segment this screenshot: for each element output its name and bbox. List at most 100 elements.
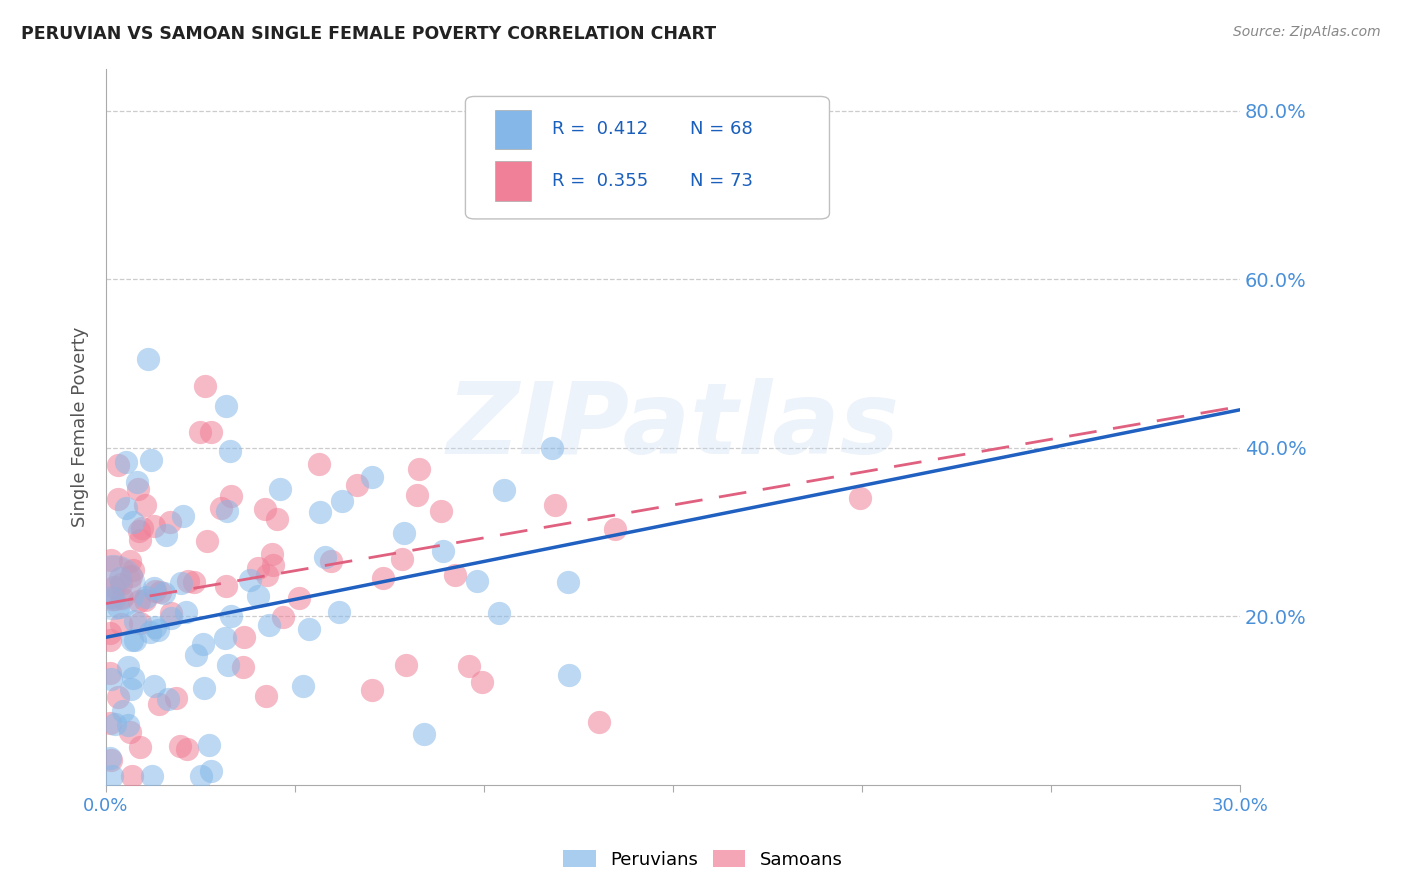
Point <box>292 679 315 693</box>
Point <box>215 504 238 518</box>
Point <box>98 632 121 647</box>
Point <box>127 483 149 497</box>
Point <box>100 673 122 687</box>
Point <box>101 590 124 604</box>
Point <box>103 580 125 594</box>
Point <box>177 574 200 588</box>
Point <box>247 560 270 574</box>
Point <box>104 717 127 731</box>
Point <box>361 470 384 484</box>
Point <box>129 740 152 755</box>
Point <box>120 682 142 697</box>
Point <box>432 543 454 558</box>
Point <box>471 674 494 689</box>
Point <box>112 704 135 718</box>
Point <box>494 483 516 498</box>
Point <box>239 573 262 587</box>
Point <box>198 738 221 752</box>
Point <box>145 583 167 598</box>
Point <box>143 679 166 693</box>
Point <box>153 585 176 599</box>
Point <box>219 489 242 503</box>
Point <box>392 526 415 541</box>
Point <box>136 352 159 367</box>
Point <box>98 625 121 640</box>
Point <box>558 668 581 682</box>
Text: Source: ZipAtlas.com: Source: ZipAtlas.com <box>1233 25 1381 39</box>
Point <box>117 717 139 731</box>
Point <box>141 452 163 467</box>
Point <box>165 690 187 705</box>
Text: N = 68: N = 68 <box>690 120 752 138</box>
Point <box>115 501 138 516</box>
Point <box>321 554 343 568</box>
Point <box>172 508 194 523</box>
Point <box>328 605 350 619</box>
Point <box>391 552 413 566</box>
Point <box>98 666 121 681</box>
Point <box>138 625 160 640</box>
Point <box>121 563 143 577</box>
Point <box>110 617 132 632</box>
Point <box>118 725 141 739</box>
Point <box>219 609 242 624</box>
Point <box>135 590 157 604</box>
Point <box>111 591 134 606</box>
Point <box>183 575 205 590</box>
Point <box>309 505 332 519</box>
Point <box>107 690 129 704</box>
Point <box>118 554 141 568</box>
Point <box>458 658 481 673</box>
Point <box>176 605 198 619</box>
Point <box>257 618 280 632</box>
Point <box>124 615 146 629</box>
Point <box>193 681 215 696</box>
Point <box>247 589 270 603</box>
Text: R =  0.412: R = 0.412 <box>551 120 648 138</box>
Point <box>143 620 166 634</box>
Point <box>603 522 626 536</box>
Point <box>134 593 156 607</box>
Point <box>218 443 240 458</box>
Point <box>143 518 166 533</box>
Point <box>209 501 232 516</box>
FancyBboxPatch shape <box>465 96 830 219</box>
Point <box>107 491 129 506</box>
Point <box>122 671 145 685</box>
Point <box>100 553 122 567</box>
Point <box>271 609 294 624</box>
Point <box>121 769 143 783</box>
Bar <box>495 110 531 149</box>
Point <box>465 574 488 588</box>
Point <box>121 632 143 647</box>
Point <box>127 475 149 490</box>
Point <box>346 478 368 492</box>
Point <box>557 575 579 590</box>
Text: PERUVIAN VS SAMOAN SINGLE FEMALE POVERTY CORRELATION CHART: PERUVIAN VS SAMOAN SINGLE FEMALE POVERTY… <box>21 25 716 43</box>
Point <box>406 488 429 502</box>
Point <box>262 558 284 573</box>
Point <box>169 739 191 753</box>
Point <box>128 524 150 538</box>
Point <box>186 648 208 662</box>
Point <box>107 458 129 472</box>
Point <box>117 659 139 673</box>
Point <box>314 550 336 565</box>
Point <box>412 727 434 741</box>
Point <box>444 567 467 582</box>
Text: N = 73: N = 73 <box>690 172 754 190</box>
Point <box>197 533 219 548</box>
Point <box>108 571 131 585</box>
Point <box>430 504 453 518</box>
Bar <box>495 161 531 201</box>
Point <box>103 580 125 594</box>
Point <box>298 622 321 636</box>
Point <box>190 769 212 783</box>
Point <box>134 498 156 512</box>
Point <box>232 660 254 674</box>
Text: R =  0.355: R = 0.355 <box>551 172 648 190</box>
Point <box>260 547 283 561</box>
Point <box>129 533 152 548</box>
Point <box>330 494 353 508</box>
Point <box>121 515 143 529</box>
